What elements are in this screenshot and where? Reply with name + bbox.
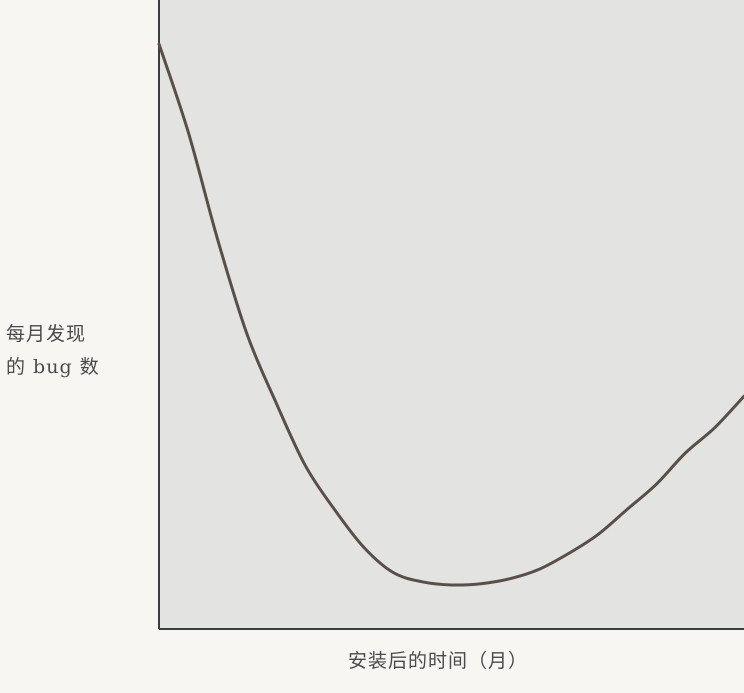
y-axis-label-line-1: 每月发现 xyxy=(6,323,87,345)
y-axis-label: 每月发现 的 bug 数 xyxy=(6,318,116,384)
x-axis-label: 安装后的时间（月） xyxy=(348,650,529,672)
plot-area xyxy=(159,0,744,629)
y-axis-label-line-2: 的 bug 数 xyxy=(6,356,100,378)
series-line-bug-curve xyxy=(157,42,744,587)
